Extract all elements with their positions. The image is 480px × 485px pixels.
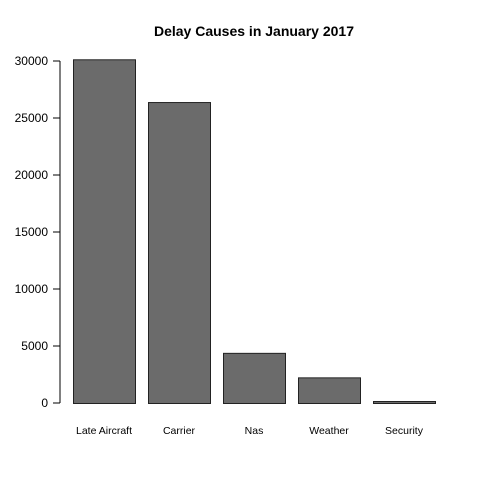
y-tick-label: 10000	[15, 282, 49, 296]
bar-nas	[223, 352, 286, 404]
bar-late-aircraft	[73, 59, 136, 404]
y-tick-label: 30000	[15, 54, 49, 68]
x-axis-labels: Late Aircraft Carrier Nas Weather Security	[76, 425, 424, 437]
x-category-label: Carrier	[163, 425, 196, 437]
chart-title: Delay Causes in January 2017	[154, 23, 354, 39]
y-axis: 0 5000 10000 15000 20000 25000 30000	[15, 54, 61, 410]
bars-group	[73, 59, 436, 405]
y-tick-label: 0	[41, 396, 48, 410]
x-category-label: Weather	[309, 425, 349, 437]
y-tick-label: 25000	[15, 111, 49, 125]
bar-security	[373, 401, 436, 404]
x-category-label: Late Aircraft	[76, 425, 132, 437]
bar-weather	[298, 377, 361, 405]
x-category-label: Security	[385, 425, 424, 437]
bar-carrier	[148, 102, 211, 404]
y-tick-label: 20000	[15, 168, 49, 182]
y-tick-label: 15000	[15, 225, 49, 239]
y-tick-label: 5000	[21, 339, 48, 353]
x-category-label: Nas	[245, 425, 264, 437]
